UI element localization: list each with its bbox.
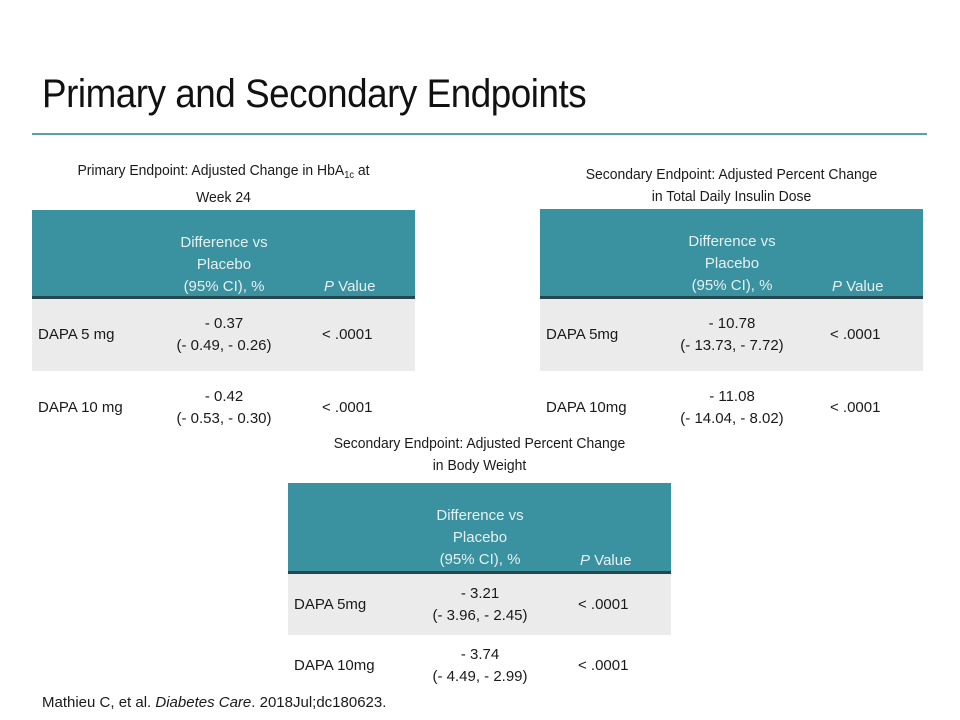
table-row: DAPA 5 mg - 0.37 (- 0.49, - 0.26) < .0001	[32, 299, 415, 371]
row-estimate: - 11.08 (- 14.04, - 8.02)	[680, 388, 784, 427]
header-p-value: P Value	[324, 278, 376, 295]
insulin-dose-table-caption: Secondary Endpoint: Adjusted Percent Cha…	[585, 166, 878, 205]
row-estimate: - 3.21 (- 3.96, - 2.45)	[432, 585, 528, 624]
table-row: DAPA 5mg - 3.21 (- 3.96, - 2.45) < .0001	[288, 574, 671, 635]
row-label: DAPA 5 mg	[38, 326, 115, 343]
header-difference: Difference vs Placebo (95% CI), %	[180, 234, 268, 295]
title-divider	[32, 133, 927, 135]
header-p-value: P Value	[580, 552, 632, 569]
row-estimate: - 0.37 (- 0.49, - 0.26)	[176, 315, 272, 354]
row-label: DAPA 10 mg	[38, 399, 123, 416]
slide-title: Primary and Secondary Endpoints	[42, 72, 587, 116]
row-p-value: < .0001	[830, 326, 881, 343]
header-difference: Difference vs Placebo (95% CI), %	[688, 233, 776, 294]
row-p-value: < .0001	[322, 326, 373, 343]
row-label: DAPA 5mg	[546, 326, 619, 343]
body-weight-table-caption: Secondary Endpoint: Adjusted Percent Cha…	[333, 435, 626, 474]
table-header: Difference vs Placebo (95% CI), % P Valu…	[32, 210, 415, 299]
row-p-value: < .0001	[830, 399, 881, 416]
row-estimate: - 0.42 (- 0.53, - 0.30)	[176, 388, 272, 427]
citation: Mathieu C, et al. Diabetes Care. 2018Jul…	[42, 694, 387, 711]
row-estimate: - 3.74 (- 4.49, - 2.99)	[432, 646, 528, 685]
table-row: DAPA 10 mg - 0.42 (- 0.53, - 0.30) < .000…	[32, 371, 415, 443]
table-header: Difference vs Placebo (95% CI), % P Valu…	[288, 483, 671, 574]
table-row: DAPA 5mg - 10.78 (- 13.73, - 7.72) < .000…	[540, 299, 923, 371]
header-p-value: P Value	[832, 278, 884, 295]
hba1c-table-caption: Primary Endpoint: Adjusted Change in HbA…	[77, 162, 370, 206]
row-label: DAPA 10mg	[294, 657, 375, 674]
row-p-value: < .0001	[578, 657, 629, 674]
row-estimate: - 10.78 (- 13.73, - 7.72)	[680, 315, 784, 354]
row-label: DAPA 10mg	[546, 399, 627, 416]
table-row: DAPA 10mg - 3.74 (- 4.49, - 2.99) < .0001	[288, 635, 671, 695]
row-p-value: < .0001	[322, 399, 373, 416]
table-header: Difference vs Placebo (95% CI), % P Valu…	[540, 209, 923, 299]
row-p-value: < .0001	[578, 596, 629, 613]
table-row: DAPA 10mg - 11.08 (- 14.04, - 8.02) < .00…	[540, 371, 923, 443]
header-difference: Difference vs Placebo (95% CI), %	[436, 507, 524, 568]
row-label: DAPA 5mg	[294, 596, 367, 613]
